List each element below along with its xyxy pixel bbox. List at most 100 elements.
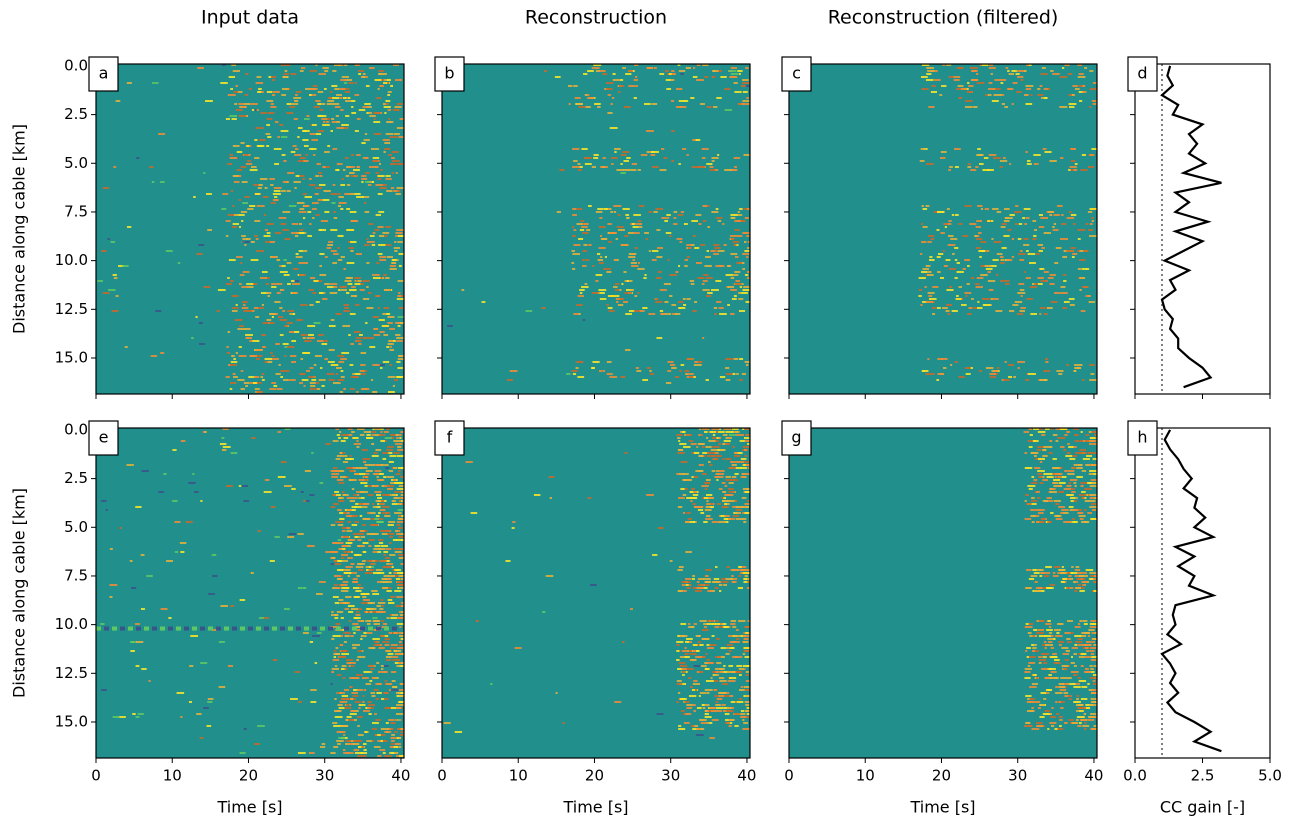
texture-speck (381, 578, 388, 580)
texture-speck (1078, 85, 1085, 87)
texture-speck (372, 232, 376, 234)
texture-speck (711, 719, 719, 721)
texture-speck (1043, 446, 1052, 448)
texture-speck (713, 689, 717, 691)
texture-speck (353, 749, 360, 751)
texture-speck (682, 674, 685, 676)
texture-speck (1085, 668, 1089, 670)
texture-speck (650, 154, 656, 156)
texture-speck (389, 136, 398, 138)
texture-speck (1058, 373, 1063, 375)
panel: Reconstruction (filtered)c (781, 7, 1098, 399)
texture-speck (370, 379, 374, 381)
texture-speck (1077, 677, 1081, 679)
texture-speck (380, 599, 384, 601)
texture-speck (389, 268, 397, 270)
texture-speck (233, 214, 239, 216)
texture-speck (315, 175, 320, 177)
texture-speck (725, 431, 733, 433)
texture-speck (612, 73, 616, 75)
texture-speck (1055, 247, 1062, 249)
texture-speck (1045, 358, 1049, 360)
texture-speck (397, 449, 404, 451)
texture-speck (990, 73, 993, 75)
texture-speck (340, 617, 344, 619)
texture-speck (206, 725, 212, 727)
texture-speck (277, 316, 284, 318)
texture-speck (362, 458, 371, 460)
texture-speck (1082, 91, 1087, 93)
texture-speck (995, 310, 1003, 312)
texture-speck (1029, 686, 1037, 688)
texture-speck (1025, 494, 1029, 496)
texture-speck (349, 289, 357, 291)
texture-speck (229, 388, 233, 390)
texture-speck (683, 635, 688, 637)
texture-speck (1079, 449, 1086, 451)
texture-speck (744, 428, 750, 430)
texture-speck (1087, 482, 1095, 484)
texture-speck (685, 551, 692, 553)
texture-speck (1090, 647, 1097, 649)
texture-speck (355, 536, 358, 538)
texture-speck (385, 587, 392, 589)
texture-speck (384, 623, 388, 625)
texture-speck (692, 587, 697, 589)
texture-speck (693, 491, 697, 493)
texture-speck (1087, 512, 1093, 514)
texture-speck (682, 512, 686, 514)
texture-speck (362, 106, 369, 108)
texture-speck (1088, 301, 1095, 303)
texture-speck (1072, 253, 1078, 255)
texture-speck (255, 238, 259, 240)
texture-speck (327, 244, 333, 246)
texture-speck (1090, 518, 1097, 520)
texture-speck (1054, 292, 1060, 294)
texture-speck (347, 97, 351, 99)
texture-speck (105, 509, 108, 511)
texture-speck (696, 650, 700, 652)
texture-speck (355, 337, 362, 339)
texture-speck (1077, 584, 1081, 586)
texture-speck (1079, 710, 1084, 712)
texture-speck (387, 602, 395, 604)
texture-speck (985, 94, 988, 96)
texture-speck (149, 166, 154, 168)
texture-speck (712, 76, 715, 78)
texture-speck (1060, 572, 1067, 574)
texture-speck (160, 352, 165, 354)
texture-speck (717, 220, 722, 222)
texture-speck (341, 602, 345, 604)
texture-speck (1044, 710, 1050, 712)
texture-speck (372, 551, 378, 553)
texture-speck (383, 307, 390, 309)
texture-speck (743, 578, 748, 580)
texture-speck (595, 274, 603, 276)
texture-speck (331, 473, 340, 475)
texture-speck (942, 250, 945, 252)
texture-speck (1088, 500, 1096, 502)
texture-speck (1034, 455, 1037, 457)
texture-speck (352, 626, 357, 631)
texture-speck (702, 452, 710, 454)
texture-speck (1083, 623, 1088, 625)
texture-speck (305, 88, 309, 90)
texture-speck (1071, 94, 1075, 96)
texture-speck (279, 265, 282, 267)
texture-speck (583, 223, 589, 225)
texture-speck (358, 109, 366, 111)
texture-speck (584, 259, 590, 261)
texture-speck (338, 656, 347, 658)
texture-speck (651, 151, 659, 153)
texture-speck (393, 572, 399, 574)
texture-speck (928, 259, 935, 261)
texture-speck (724, 722, 730, 724)
texture-speck (695, 734, 704, 736)
texture-speck (650, 151, 655, 153)
texture-speck (352, 647, 357, 649)
texture-speck (385, 103, 390, 105)
texture-speck (1038, 635, 1047, 637)
texture-speck (264, 361, 268, 363)
texture-speck (729, 647, 735, 649)
texture-speck (688, 695, 697, 697)
